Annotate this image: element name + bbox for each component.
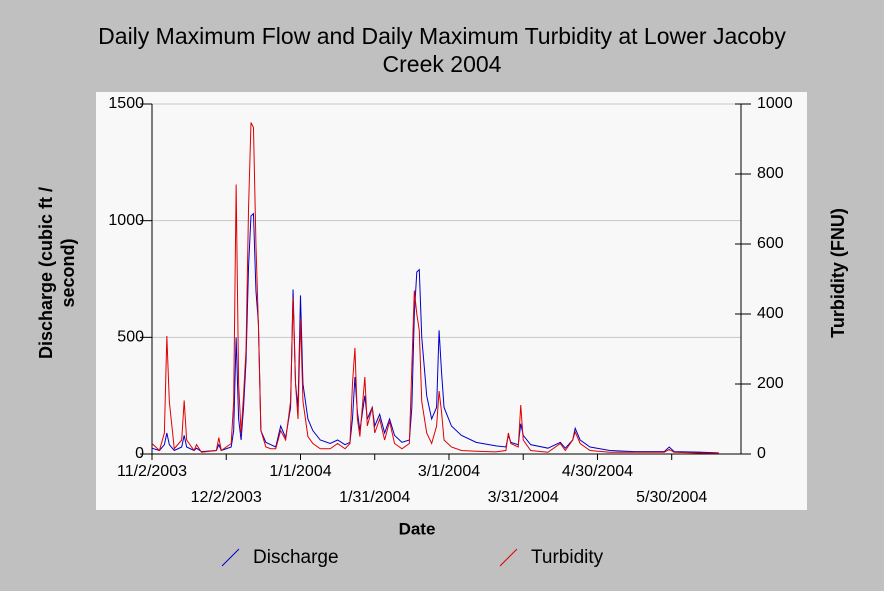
y2-tick-label: 800 — [757, 165, 784, 182]
y2-tick-label: 1000 — [757, 95, 793, 112]
x-tick-label: 12/2/2003 — [191, 489, 262, 506]
y2-tick-label: 400 — [757, 305, 784, 322]
x-tick-label: 4/30/2004 — [562, 463, 633, 480]
y2-tick-label: 600 — [757, 235, 784, 252]
x-tick-label: 3/1/2004 — [418, 463, 480, 480]
y2-axis-label: Turbidity (FNU) — [828, 208, 848, 338]
legend-swatch — [221, 548, 240, 567]
x-tick-label: 3/31/2004 — [488, 489, 559, 506]
x-tick-label: 1/1/2004 — [269, 463, 331, 480]
legend-swatch — [499, 548, 518, 567]
plot-panel — [96, 92, 807, 510]
y-axis-label: Discharge (cubic ft / second) — [36, 186, 78, 360]
x-tick-label: 1/31/2004 — [339, 489, 410, 506]
x-tick-label: 5/30/2004 — [636, 489, 707, 506]
y2-tick-label: 0 — [757, 445, 766, 462]
legend-label: Discharge — [253, 547, 339, 568]
chart-title: Daily Maximum Flow and Daily Maximum Tur… — [98, 23, 786, 77]
legend-label: Turbidity — [531, 547, 604, 568]
y-tick-label: 1500 — [108, 95, 144, 112]
y-tick-label: 0 — [135, 445, 144, 462]
y-tick-label: 1000 — [108, 212, 144, 229]
data-line — [151, 122, 719, 454]
x-axis-label: Date — [399, 519, 436, 538]
y-tick-label: 500 — [117, 329, 144, 346]
x-tick-label: 11/2/2003 — [117, 463, 187, 480]
y2-tick-label: 200 — [757, 375, 784, 392]
